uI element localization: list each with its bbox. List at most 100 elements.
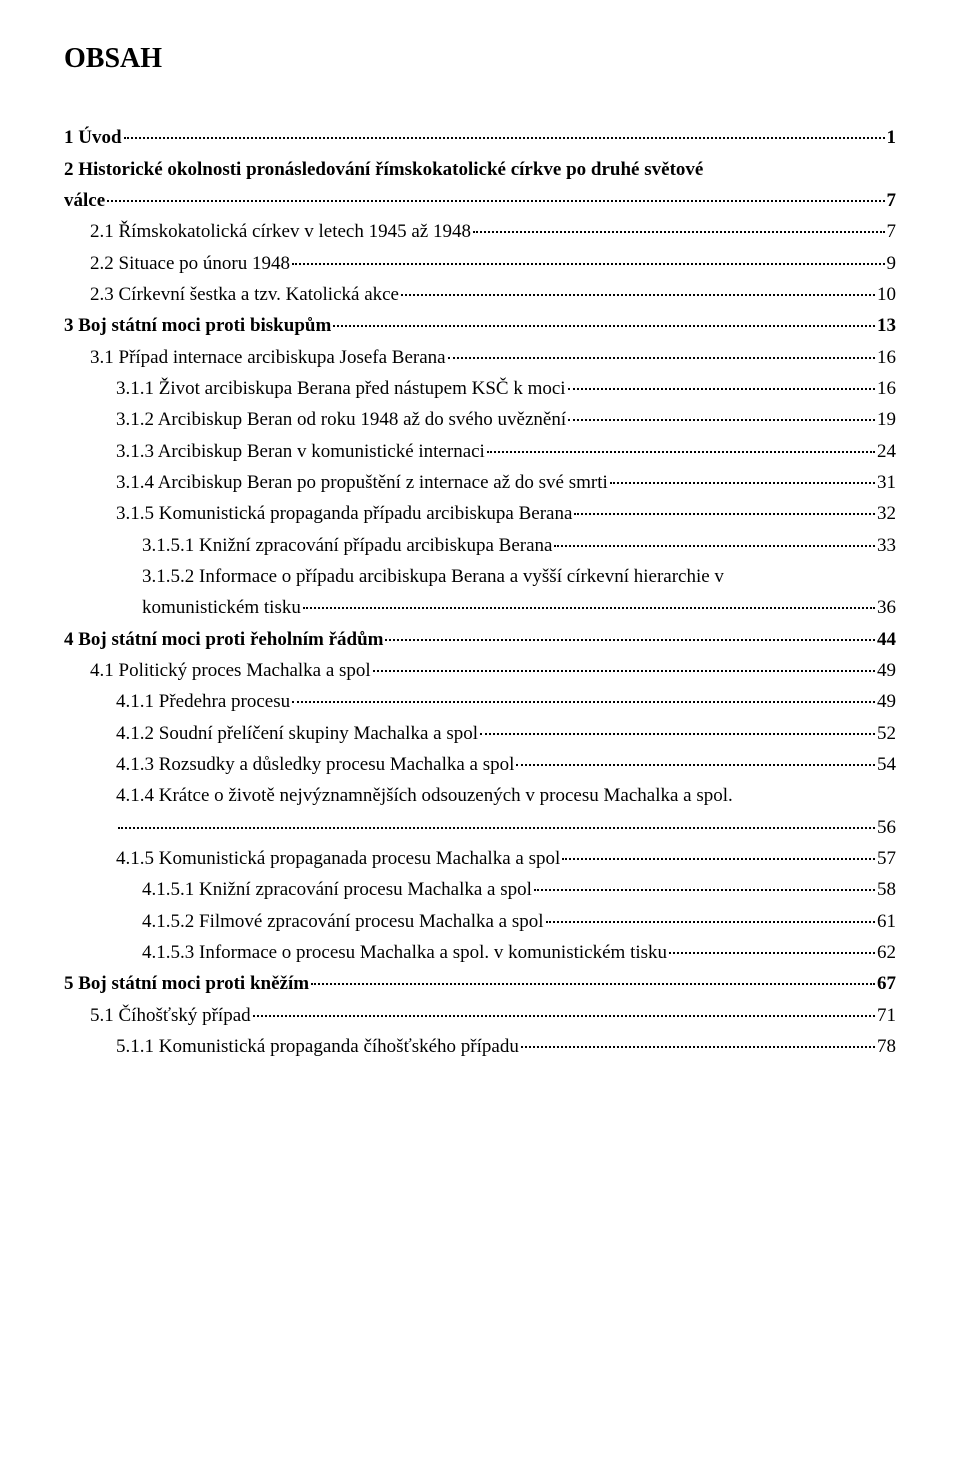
toc-entry-page: 16 xyxy=(877,373,896,404)
toc-leader-dots xyxy=(385,639,875,641)
toc-entry-label: 4 Boj státní moci proti řeholním řádům xyxy=(64,624,383,655)
toc-entry-label: 3.1.3 Arcibiskup Beran v komunistické in… xyxy=(116,436,485,467)
toc-leader-dots xyxy=(568,388,875,390)
page: OBSAH 1 Úvod 12 Historické okolnosti pron… xyxy=(0,0,960,1123)
toc-leader-dots xyxy=(292,263,884,265)
toc-entry-page: 19 xyxy=(877,404,896,435)
toc-entry-page: 56 xyxy=(877,812,896,843)
toc-entry-page: 78 xyxy=(877,1031,896,1062)
toc-entry-label: 5.1 Číhošťský případ xyxy=(90,1000,251,1031)
toc-leader-dots xyxy=(401,294,875,296)
page-title: OBSAH xyxy=(64,36,896,82)
toc-leader-dots xyxy=(546,921,875,923)
toc-entry-page: 52 xyxy=(877,718,896,749)
toc-entry-page: 54 xyxy=(877,749,896,780)
toc-entry-page: 24 xyxy=(877,436,896,467)
toc-entry-label: 4.1.5.3 Informace o procesu Machalka a s… xyxy=(142,937,667,968)
toc-leader-dots xyxy=(373,670,875,672)
toc-leader-dots xyxy=(521,1046,875,1048)
toc-entry-label: 2.2 Situace po únoru 1948 xyxy=(90,248,290,279)
toc-entry: 1 Úvod 1 xyxy=(64,122,896,153)
toc-entry: 5 Boj státní moci proti kněžím67 xyxy=(64,968,896,999)
toc-entry-page: 16 xyxy=(877,342,896,373)
toc-leader-dots xyxy=(610,482,875,484)
toc-entry-page: 62 xyxy=(877,937,896,968)
toc-entry-page: 36 xyxy=(877,592,896,623)
toc-leader-dots xyxy=(253,1015,875,1017)
toc-entry-page: 10 xyxy=(877,279,896,310)
toc-entry: 3.1.4 Arcibiskup Beran po propuštění z i… xyxy=(64,467,896,498)
toc-leader-dots xyxy=(516,764,875,766)
toc-leader-dots xyxy=(448,357,875,359)
toc-leader-dots xyxy=(534,889,875,891)
toc-entry: 4.1.1 Předehra procesu49 xyxy=(64,686,896,717)
toc-leader-dots xyxy=(473,231,885,233)
toc-entry-page: 49 xyxy=(877,686,896,717)
toc-entry: 4.1.3 Rozsudky a důsledky procesu Machal… xyxy=(64,749,896,780)
toc-entry-page: 71 xyxy=(877,1000,896,1031)
toc-entry-page: 44 xyxy=(877,624,896,655)
toc-entry-label: 3.1.2 Arcibiskup Beran od roku 1948 až d… xyxy=(116,404,566,435)
toc-leader-dots xyxy=(669,952,875,954)
toc-entry-page: 32 xyxy=(877,498,896,529)
toc-entry: 3 Boj státní moci proti biskupům13 xyxy=(64,310,896,341)
toc-entry-label: 2 Historické okolnosti pronásledování ří… xyxy=(64,154,896,185)
toc-entry-label: 3.1 Případ internace arcibiskupa Josefa … xyxy=(90,342,446,373)
toc-entry: 3.1 Případ internace arcibiskupa Josefa … xyxy=(64,342,896,373)
toc-entry: 3.1.5 Komunistická propaganda případu ar… xyxy=(64,498,896,529)
toc-entry: 4.1.5.1 Knižní zpracování procesu Machal… xyxy=(64,874,896,905)
toc-leader-dots xyxy=(303,607,875,609)
toc-entry: 4.1.5.2 Filmové zpracování procesu Macha… xyxy=(64,906,896,937)
toc-entry-page: 1 xyxy=(887,122,897,153)
toc-entry-page: 33 xyxy=(877,530,896,561)
toc-entry-label: 3.1.4 Arcibiskup Beran po propuštění z i… xyxy=(116,467,608,498)
toc-entry-label: 4.1.5.2 Filmové zpracování procesu Macha… xyxy=(142,906,544,937)
toc-entry-continuation: válce7 xyxy=(64,185,896,216)
toc-entry: 4 Boj státní moci proti řeholním řádům 44 xyxy=(64,624,896,655)
toc-entry: 2.2 Situace po únoru 1948 9 xyxy=(64,248,896,279)
toc-entry-page: 49 xyxy=(877,655,896,686)
toc-entry-label: 4.1.3 Rozsudky a důsledky procesu Machal… xyxy=(116,749,514,780)
toc-leader-dots xyxy=(487,451,875,453)
toc-entry-label: 3 Boj státní moci proti biskupům xyxy=(64,310,331,341)
toc-entry-label: 3.1.5.1 Knižní zpracování případu arcibi… xyxy=(142,530,552,561)
toc-entry-page: 61 xyxy=(877,906,896,937)
toc-entry: 2.3 Církevní šestka a tzv. Katolická akc… xyxy=(64,279,896,310)
toc-entry: 3.1.3 Arcibiskup Beran v komunistické in… xyxy=(64,436,896,467)
toc-entry-label-cont: komunistickém tisku xyxy=(142,592,301,623)
toc-entry-page: 58 xyxy=(877,874,896,905)
toc-entry: 5.1.1 Komunistická propaganda číhošťskéh… xyxy=(64,1031,896,1062)
toc-entry-label: 4.1.5.1 Knižní zpracování procesu Machal… xyxy=(142,874,532,905)
toc-leader-dots xyxy=(107,200,884,202)
toc-entry-continuation: komunistickém tisku 36 xyxy=(142,592,896,623)
toc-entry: 3.1.2 Arcibiskup Beran od roku 1948 až d… xyxy=(64,404,896,435)
toc-entry-page: 31 xyxy=(877,467,896,498)
toc-entry-page: 67 xyxy=(877,968,896,999)
toc-entry: 4.1.4 Krátce o životě nejvýznamnějších o… xyxy=(64,780,896,843)
toc-leader-dots xyxy=(562,858,875,860)
toc-entry-label: 3.1.1 Život arcibiskupa Berana před nást… xyxy=(116,373,566,404)
toc-entry: 4.1.5.3 Informace o procesu Machalka a s… xyxy=(64,937,896,968)
toc-entry: 3.1.5.2 Informace o případu arcibiskupa … xyxy=(64,561,896,624)
toc-leader-dots xyxy=(574,513,875,515)
toc-leader-dots xyxy=(554,545,875,547)
toc-entry: 4.1.5 Komunistická propaganada procesu M… xyxy=(64,843,896,874)
toc-entry: 4.1 Politický proces Machalka a spol49 xyxy=(64,655,896,686)
toc-entry-label-cont: válce xyxy=(64,185,105,216)
toc-entry-page: 57 xyxy=(877,843,896,874)
toc-entry-page: 7 xyxy=(887,216,897,247)
toc-entry-label: 3.1.5.2 Informace o případu arcibiskupa … xyxy=(142,561,896,592)
toc-entry-label: 1 Úvod xyxy=(64,122,122,153)
toc-leader-dots xyxy=(333,325,875,327)
toc-entry-label: 2.3 Církevní šestka a tzv. Katolická akc… xyxy=(90,279,399,310)
toc-entry-label: 4.1.5 Komunistická propaganada procesu M… xyxy=(116,843,560,874)
toc-entry: 2.1 Římskokatolická církev v letech 1945… xyxy=(64,216,896,247)
toc-entry-label: 4.1.4 Krátce o životě nejvýznamnějších o… xyxy=(116,780,896,811)
toc-entry-page: 9 xyxy=(887,248,897,279)
toc-entry: 2 Historické okolnosti pronásledování ří… xyxy=(64,154,896,217)
toc-leader-dots xyxy=(480,733,875,735)
toc-entry-label: 2.1 Římskokatolická církev v letech 1945… xyxy=(90,216,471,247)
toc-entry-continuation: 56 xyxy=(116,812,896,843)
toc-entry: 4.1.2 Soudní přelíčení skupiny Machalka … xyxy=(64,718,896,749)
toc-leader-dots xyxy=(292,701,875,703)
